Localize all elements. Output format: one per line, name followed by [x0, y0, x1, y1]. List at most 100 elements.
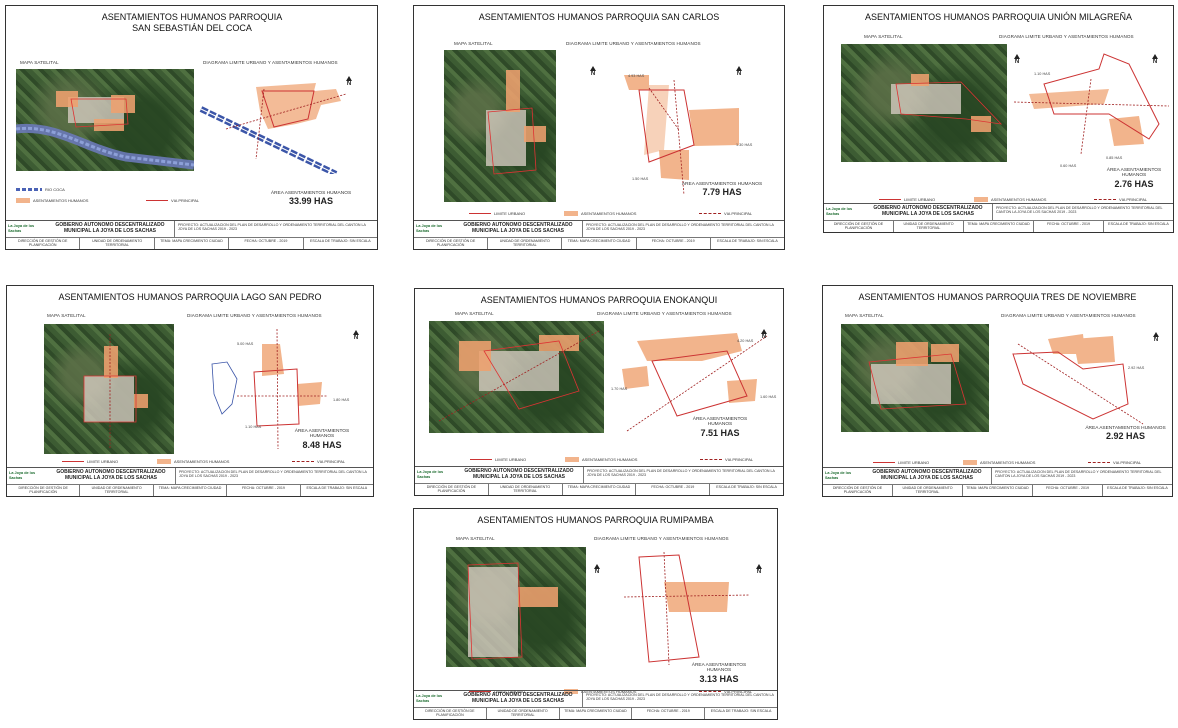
area-summary: ÁREA ASENTAMIENTOS HUMANOS 2.92 HAS [1083, 426, 1168, 442]
area-label: ÁREA ASENTAMIENTOS HUMANOS [1106, 168, 1162, 179]
urban-diagram [1009, 44, 1173, 164]
area-value: 8.48 HAS [302, 439, 342, 450]
area-label: ÁREA ASENTAMIENTOS HUMANOS [692, 417, 748, 428]
satellite-map-label: MAPA SATELITAL [456, 536, 495, 541]
urban-diagram [1003, 324, 1168, 434]
urban-diagram [609, 547, 764, 667]
map-legend: LIMITE URBANO ASENTAMIENTOS HUMANOS VIA … [414, 689, 777, 698]
title-block: La Joya de los Sachas GOBIERNO AUTONOMO … [824, 203, 1173, 232]
map-sheet-union-milagrena[interactable]: ASENTAMIENTOS HUMANOS PARROQUIA UNIÓN MI… [823, 5, 1174, 233]
urban-diagram [589, 50, 759, 200]
sheet-title: ASENTAMIENTOS HUMANOS PARROQUIA RUMIPAMB… [477, 515, 714, 525]
area-tag: 1.50 HAS [632, 177, 649, 181]
area-label: ÁREA ASENTAMIENTOS HUMANOS [1085, 426, 1166, 431]
satellite-map [16, 69, 194, 171]
area-label: ÁREA ASENTAMIENTOS HUMANOS [270, 191, 352, 196]
area-label: ÁREA ASENTAMIENTOS HUMANOS [691, 663, 747, 674]
north-arrow-icon: N [594, 564, 600, 575]
map-legend: LIMITE URBANO ASENTAMIENTOS HUMANOS VIA … [414, 211, 784, 220]
satellite-map [44, 324, 174, 454]
area-tag: 1.80 HAS [333, 398, 350, 402]
sheet-title: ASENTAMIENTOS HUMANOS PARROQUIA TRES DE … [858, 292, 1137, 302]
diagram-label: DIAGRAMA LIMITE URBANO Y ASENTAMIENTOS H… [187, 313, 322, 318]
sheet-title: ASENTAMIENTOS HUMANOS PARROQUIA SAN CARL… [478, 12, 720, 22]
area-tag: 4.93 HAS [628, 74, 645, 78]
map-legend: LIMITE URBANO ASENTAMIENTOS HUMANOS VIA … [7, 459, 373, 468]
north-arrow-icon: N [353, 330, 359, 341]
map-legend: LIMITE URBANO ASENTAMIENTOS HUMANOS VIA … [824, 197, 1173, 206]
area-tag: 0.85 HAS [1106, 156, 1123, 160]
area-value: 7.51 HAS [700, 427, 740, 438]
diagram-label: DIAGRAMA LIMITE URBANO Y ASENTAMIENTOS H… [1001, 313, 1136, 318]
area-summary: ÁREA ASENTAMIENTOS HUMANOS 8.48 HAS [282, 429, 362, 451]
satellite-map-label: MAPA SATELITAL [47, 313, 86, 318]
map-sheet-lago-san-pedro[interactable]: ASENTAMIENTOS HUMANOS PARROQUIA LAGO SAN… [6, 285, 374, 497]
map-sheet-tres-de-noviembre[interactable]: ASENTAMIENTOS HUMANOS PARROQUIA TRES DE … [822, 285, 1173, 497]
area-value: 7.79 HAS [702, 187, 742, 198]
area-value: 3.13 HAS [699, 673, 739, 684]
north-arrow-icon: N [756, 564, 762, 575]
north-arrow-icon: N [1014, 54, 1020, 65]
satellite-map [841, 44, 1007, 162]
satellite-map-label: MAPA SATELITAL [20, 60, 59, 65]
urban-diagram [202, 324, 362, 459]
area-summary: ÁREA ASENTAMIENTOS HUMANOS 7.51 HAS [680, 417, 760, 439]
title-block: La Joya de los Sachas GOBIERNO AUTONOMO … [823, 467, 1172, 496]
area-tag: 1.10 HAS [1034, 72, 1051, 76]
sheet-title: ASENTAMIENTOS HUMANOS PARROQUIA SAN SEBA… [101, 12, 283, 33]
title-block: La Joya de los Sachas GOBIERNO AUTONOMO … [415, 466, 783, 495]
map-legend: LIMITE URBANO ASENTAMIENTOS HUMANOS VIA … [823, 460, 1172, 469]
diagram-label: DIAGRAMA LIMITE URBANO Y ASENTAMIENTOS H… [203, 60, 338, 65]
urban-diagram [607, 321, 777, 436]
map-sheet-rumipamba[interactable]: ASENTAMIENTOS HUMANOS PARROQUIA RUMIPAMB… [413, 508, 778, 720]
area-tag: 4.20 HAS [737, 339, 754, 343]
north-arrow-icon: N [1153, 332, 1159, 343]
map-sheet-san-carlos[interactable]: ASENTAMIENTOS HUMANOS PARROQUIA SAN CARL… [413, 5, 785, 250]
area-tag: 1.10 HAS [245, 425, 262, 429]
area-tag: 1.30 HAS [736, 143, 753, 147]
satellite-map [444, 50, 556, 202]
north-arrow-icon: N [1152, 54, 1158, 65]
area-value: 2.76 HAS [1114, 178, 1154, 189]
urban-diagram [196, 69, 376, 174]
area-label: ÁREA ASENTAMIENTOS HUMANOS [681, 182, 763, 187]
sheet-title: ASENTAMIENTOS HUMANOS PARROQUIA LAGO SAN… [58, 292, 322, 302]
satellite-map [429, 321, 604, 433]
map-sheet-san-sebastian[interactable]: ASENTAMIENTOS HUMANOS PARROQUIA SAN SEBA… [5, 5, 378, 250]
sheet-title: ASENTAMIENTOS HUMANOS PARROQUIA ENOKANQU… [480, 295, 718, 305]
area-summary: ÁREA ASENTAMIENTOS HUMANOS 7.79 HAS [672, 182, 772, 198]
area-summary: ÁREA ASENTAMIENTOS HUMANOS 2.76 HAS [1094, 168, 1173, 190]
title-block: La Joya de los Sachas GOBIERNO AUTONOMO … [414, 220, 784, 249]
map-legend: RIO COCA ASENTAMIENTOS HUMANOS VIA PRINC… [16, 187, 246, 209]
area-tag: 5.00 HAS [237, 342, 254, 346]
satellite-map-label: MAPA SATELITAL [845, 313, 884, 318]
municipality-logo: La Joya de los Sachas [8, 224, 35, 233]
area-tag: 1.60 HAS [760, 395, 777, 399]
diagram-label: DIAGRAMA LIMITE URBANO Y ASENTAMIENTOS H… [566, 41, 701, 46]
title-block: La Joya de los Sachas GOBIERNO AUTONOMO … [414, 690, 777, 719]
north-arrow-icon: N [736, 66, 742, 77]
area-tag: 0.60 HAS [1060, 164, 1077, 168]
map-sheet-enokanqui[interactable]: ASENTAMIENTOS HUMANOS PARROQUIA ENOKANQU… [414, 288, 784, 496]
area-label: ÁREA ASENTAMIENTOS HUMANOS [294, 429, 350, 440]
north-arrow-icon: N [590, 66, 596, 77]
area-tag: 1.70 HAS [611, 387, 628, 391]
area-tag: 2.92 HAS [1128, 366, 1145, 370]
satellite-map-label: MAPA SATELITAL [864, 34, 903, 39]
diagram-label: DIAGRAMA LIMITE URBANO Y ASENTAMIENTOS H… [597, 311, 732, 316]
title-block: La Joya de los Sachas GOBIERNO AUTONOMO … [6, 220, 377, 249]
satellite-map-label: MAPA SATELITAL [455, 311, 494, 316]
sheet-title: ASENTAMIENTOS HUMANOS PARROQUIA UNIÓN MI… [864, 12, 1133, 22]
diagram-label: DIAGRAMA LIMITE URBANO Y ASENTAMIENTOS H… [999, 34, 1134, 39]
area-summary: ÁREA ASENTAMIENTOS HUMANOS 33.99 HAS [256, 191, 366, 207]
north-arrow-icon: N [346, 76, 352, 87]
satellite-map [841, 324, 989, 432]
north-arrow-icon: N [761, 329, 767, 340]
diagram-label: DIAGRAMA LIMITE URBANO Y ASENTAMIENTOS H… [594, 536, 729, 541]
satellite-map-label: MAPA SATELITAL [454, 41, 493, 46]
area-value: 2.92 HAS [1105, 431, 1146, 442]
area-summary: ÁREA ASENTAMIENTOS HUMANOS 3.13 HAS [679, 663, 759, 685]
title-block: La Joya de los Sachas GOBIERNO AUTONOMO … [7, 467, 373, 496]
map-legend: LIMITE URBANO ASENTAMIENTOS HUMANOS VIA … [415, 457, 783, 466]
satellite-map [446, 547, 586, 667]
